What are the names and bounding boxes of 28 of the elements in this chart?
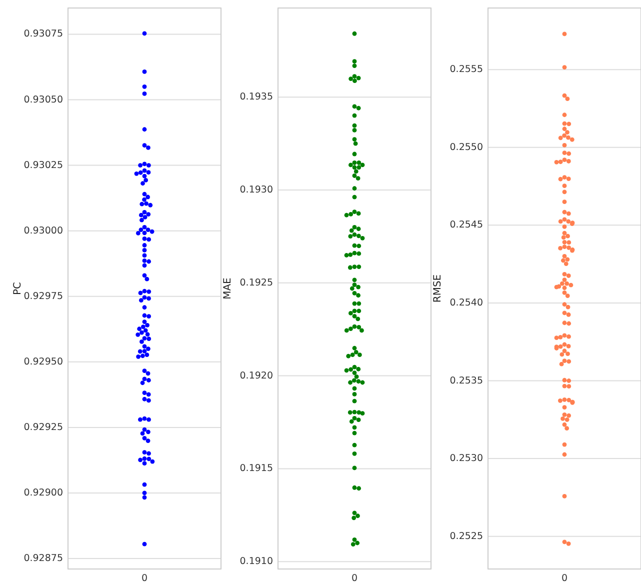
y-tick-label: 0.1920 — [240, 370, 273, 382]
y-tick-label: 0.1925 — [240, 277, 273, 288]
y-tick-label: 0.1910 — [240, 556, 273, 568]
y-tick-label: 0.1935 — [240, 92, 273, 103]
y-tick-label: 0.92900 — [24, 487, 63, 498]
y-tick-label: 0.2540 — [450, 297, 483, 308]
y-axis-title: PC — [12, 282, 24, 296]
y-tick-label: 0.2545 — [450, 220, 483, 231]
y-tick-label: 0.2550 — [450, 142, 483, 153]
x-tick-label: 0 — [351, 573, 358, 584]
y-tick-label: 0.2525 — [450, 530, 483, 542]
y-tick-label: 0.93025 — [24, 160, 63, 171]
x-tick-label: 0 — [561, 573, 568, 584]
y-tick-label: 0.92950 — [24, 356, 63, 368]
y-tick-label: 0.93075 — [24, 28, 63, 40]
y-tick-label: 0.2555 — [450, 64, 483, 76]
y-tick-label: 0.93050 — [24, 94, 63, 106]
y-tick-label: 0.92875 — [24, 553, 63, 564]
y-axis-title: RMSE — [432, 274, 444, 303]
y-tick-label: 0.2535 — [450, 375, 483, 386]
y-tick-label: 0.1930 — [240, 184, 273, 196]
y-tick-label: 0.2530 — [450, 453, 483, 464]
x-tick-label: 0 — [141, 573, 148, 584]
y-tick-label: 0.1915 — [240, 463, 273, 474]
y-tick-label: 0.93000 — [24, 225, 63, 236]
y-tick-label: 0.92925 — [24, 422, 63, 433]
y-tick-label: 0.92975 — [24, 290, 63, 302]
y-axis-title: MAE — [222, 278, 234, 300]
